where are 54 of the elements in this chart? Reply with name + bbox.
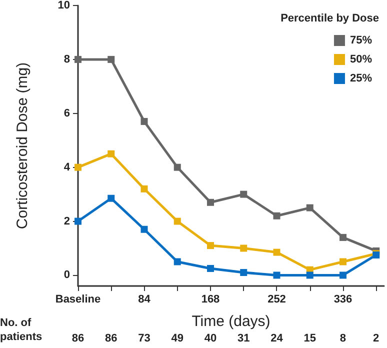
text: 49 [171,332,184,344]
x-tick-label: 84 [138,294,152,306]
text: 15 [304,332,316,344]
y-tick-label: 10 [58,0,70,12]
y-tick-label: 0 [64,269,70,282]
point [273,212,280,220]
point [273,248,280,256]
point [140,185,148,192]
legend-label: 50% [350,54,372,66]
x-tick-label: Baseline [55,294,101,306]
point [174,258,181,266]
text: 24 [270,332,284,344]
point [339,234,346,241]
legend-title: Percentile by Dose [280,12,380,24]
x-axis-title: Time (days) [192,313,270,330]
point [74,164,82,171]
text: 73 [138,332,150,344]
text: 31 [237,332,250,344]
point [74,218,82,225]
y-tick-label: 4 [64,161,71,174]
text: 40 [204,332,217,344]
point [306,204,314,212]
point [140,226,148,233]
legend-label: 25% [350,72,372,84]
text: No. of patients [0,317,42,343]
point [108,56,115,63]
x-tick-label: 336 [334,294,352,306]
text: 2 [373,332,380,344]
point [339,258,346,266]
y-axis-title: Corticosteroid Dose (mg) [14,62,31,230]
point [240,190,248,198]
text: 86 [72,332,84,344]
point [174,164,181,171]
point [240,269,248,276]
legend-label: 75% [350,34,372,46]
x-tick-label: 168 [201,294,220,306]
point [108,150,115,158]
text: 86 [105,332,118,344]
text: 8 [340,332,346,344]
y-tick-label: 8 [64,53,70,66]
point [240,244,248,252]
point [206,242,214,250]
point [174,218,181,225]
point [273,272,280,279]
point [108,194,115,202]
x-tick-label: 252 [268,294,286,306]
point [206,198,214,206]
y-tick-label: 2 [64,215,70,228]
y-tick-label: 6 [64,107,70,120]
point [206,264,214,272]
point [306,272,314,279]
point [74,56,82,63]
point [140,118,148,125]
point [339,272,346,279]
